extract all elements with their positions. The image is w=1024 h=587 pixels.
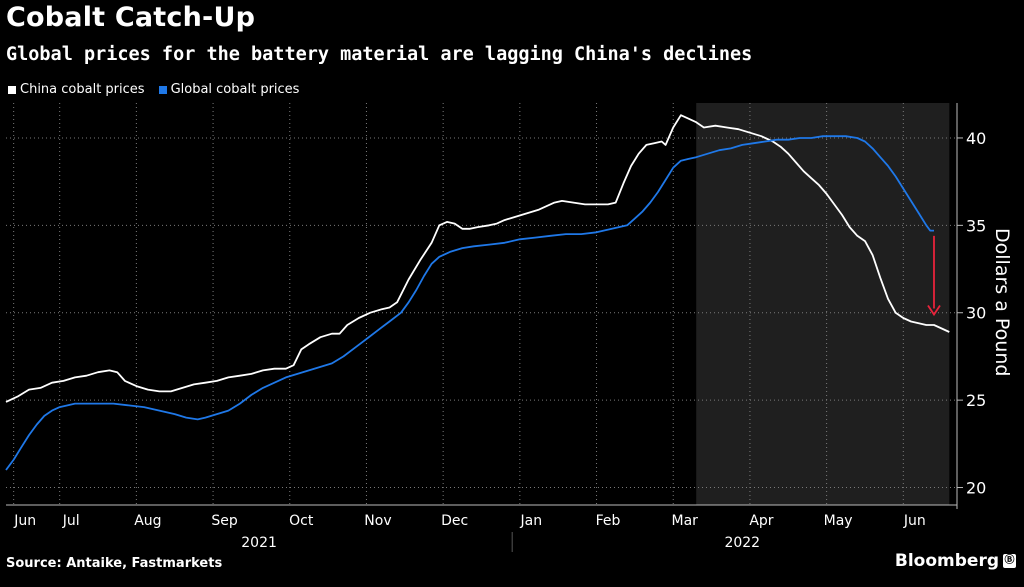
legend-swatch-global [158,85,167,94]
legend-label-global: Global cobalt prices [170,82,300,97]
y-tick-label: 20 [966,479,986,498]
x-tick-label: Jun [13,513,36,529]
x-tick-label: Oct [289,513,314,529]
x-tick-label: Jul [62,513,80,529]
y-tick-label: 35 [966,216,986,235]
brand-logo: Bloomberg Ⓑ [895,551,1016,571]
x-tick-label: Sep [211,513,238,529]
year-label: 2021 [241,535,277,551]
year-label: 2022 [724,535,760,551]
x-tick-label: Mar [672,513,699,529]
source-note: Source: Antaike, Fastmarkets [6,556,223,571]
y-tick-label: 25 [966,391,986,410]
bloomberg-icon: Ⓑ [1003,554,1016,568]
series-line-china [5,114,950,403]
x-tick-label: Jun [903,513,926,529]
x-tick-label: Feb [596,513,621,529]
y-tick-label: 40 [966,129,986,148]
chart-title: Cobalt Catch-Up [6,2,256,33]
series-line-global [5,135,934,471]
x-tick-label: Jan [520,513,543,529]
x-tick-label: Nov [364,513,391,529]
x-tick-label: Apr [749,513,773,529]
chart-legend: China cobalt prices Global cobalt prices [8,82,313,97]
x-tick-label: Dec [441,513,468,529]
brand-name: Bloomberg [894,551,999,571]
highlight-band [696,103,950,505]
x-tick-label: Aug [134,513,161,529]
x-tick-label: May [824,513,853,529]
legend-item-global: Global cobalt prices [158,82,300,97]
y-tick-label: 30 [966,304,986,323]
legend-item-china: China cobalt prices [8,82,145,97]
chart-subtitle: Global prices for the battery material a… [6,44,753,65]
decline-arrow-head [927,304,941,317]
legend-swatch-china [8,85,16,94]
legend-label-china: China cobalt prices [20,82,145,97]
y-axis-label: Dollars a Pound [991,228,1013,376]
